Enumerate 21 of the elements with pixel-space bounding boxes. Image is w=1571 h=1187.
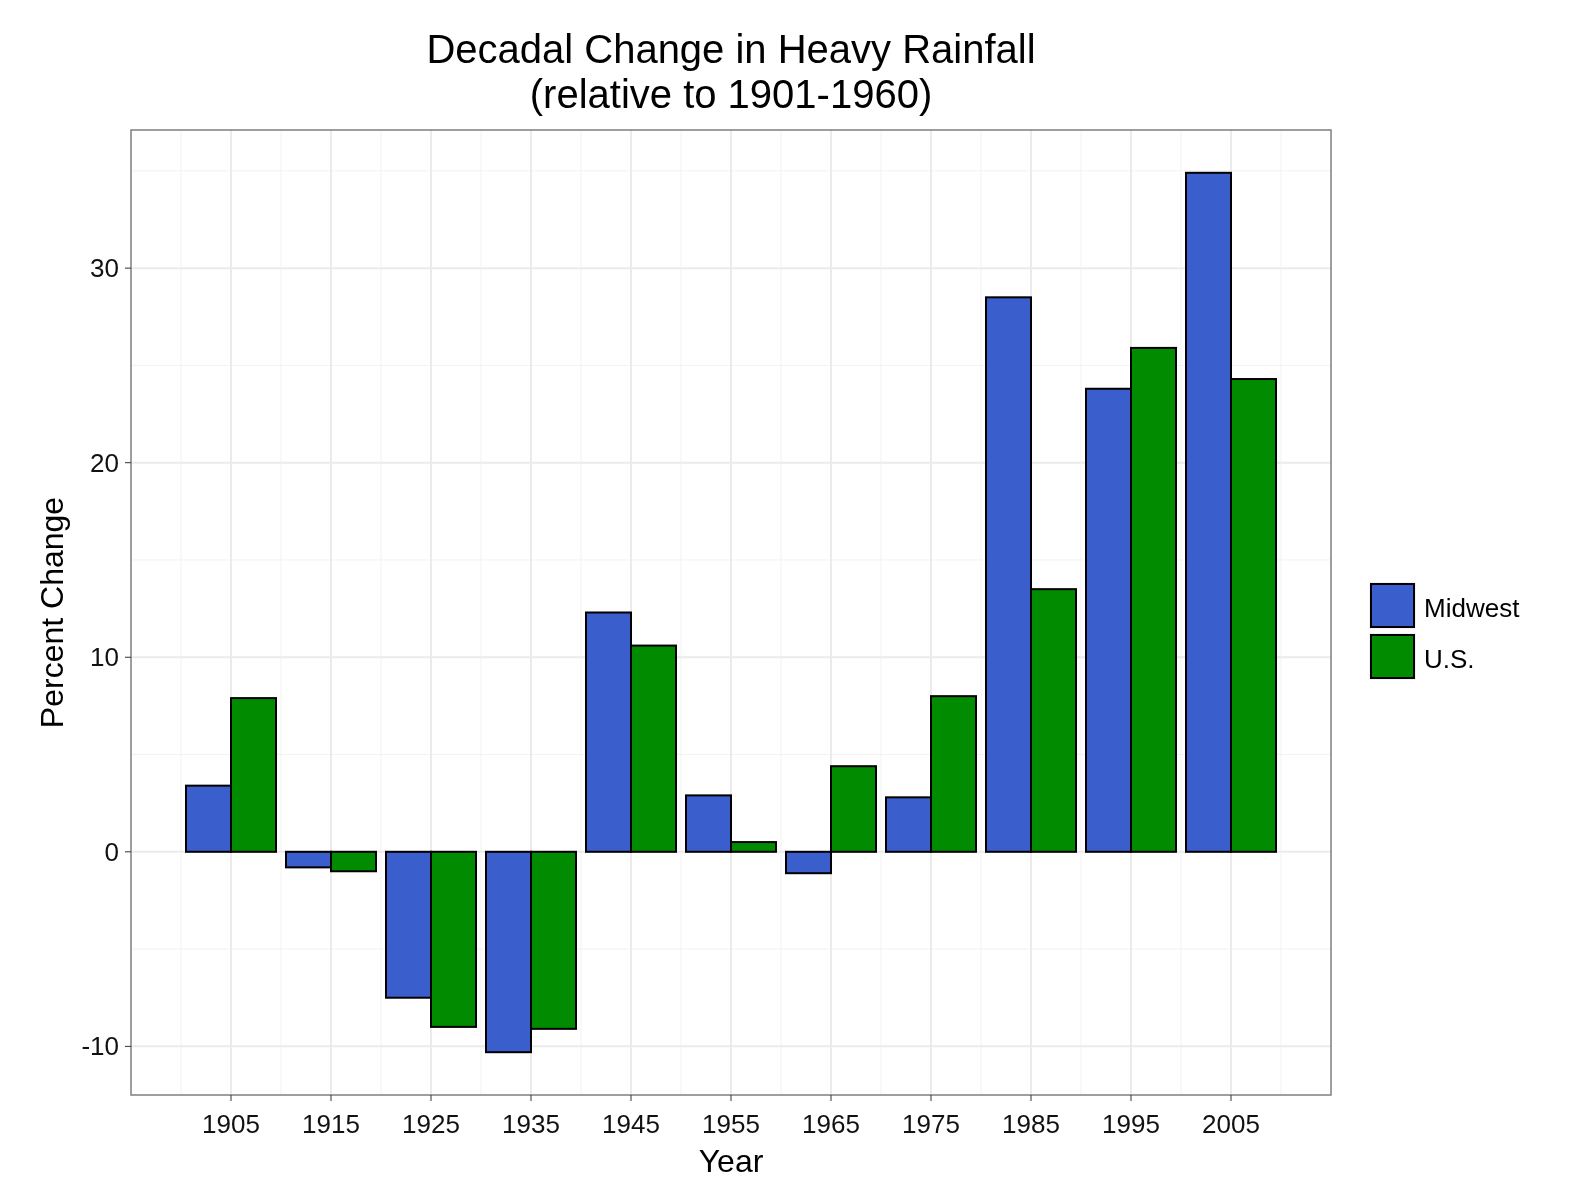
x-tick-label: 1935 xyxy=(502,1109,560,1139)
y-tick-label: 20 xyxy=(90,447,119,478)
y-tick-label: 30 xyxy=(90,253,119,284)
legend-label: U.S. xyxy=(1424,644,1475,674)
y-tick-label: -10 xyxy=(81,1031,119,1062)
x-tick-label: 1925 xyxy=(402,1109,460,1139)
x-tick-label: 1945 xyxy=(602,1109,660,1139)
y-tick-label: 10 xyxy=(90,642,119,673)
y-axis-title: Percent Change xyxy=(34,496,70,729)
x-tick-label: 1905 xyxy=(202,1109,260,1139)
x-tick-label: 2005 xyxy=(1202,1109,1260,1139)
x-tick-label: 1915 xyxy=(302,1109,360,1139)
x-tick-label: 1975 xyxy=(902,1109,960,1139)
x-axis-title: Year xyxy=(698,1143,764,1179)
legend-label: Midwest xyxy=(1424,593,1521,623)
y-tick-label: 0 xyxy=(104,836,119,867)
chart-title: Decadal Change in Heavy Rainfall (relative to 1901-1960) xyxy=(426,27,1036,116)
x-tick-label: 1985 xyxy=(1002,1109,1060,1139)
x-tick-label: 1995 xyxy=(1102,1109,1160,1139)
x-tick-label: 1965 xyxy=(802,1109,860,1139)
x-tick-label: 1955 xyxy=(702,1109,760,1139)
